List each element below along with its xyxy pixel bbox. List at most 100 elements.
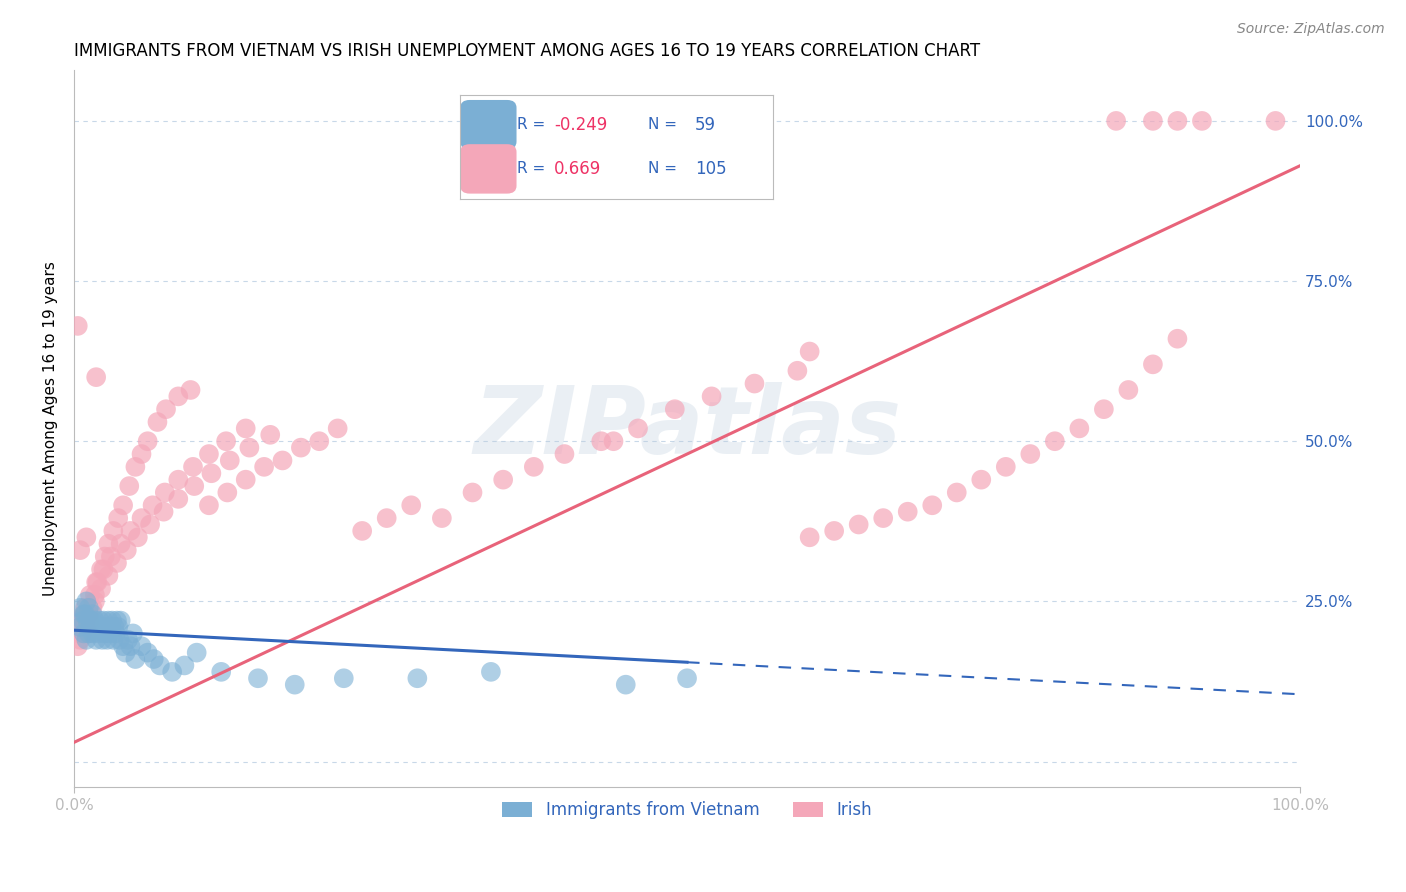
Point [69,632,91,647]
Point [108,632,131,647]
Point [173,658,195,673]
Point [127,530,149,544]
Point [553,447,575,461]
Point [124,459,146,474]
Point [118,479,141,493]
Point [93,626,115,640]
Point [77,600,100,615]
Point [1118,383,1140,397]
Point [181,459,204,474]
Point [1166,332,1188,346]
Point [430,511,453,525]
Point [1092,402,1115,417]
Point [83,620,105,634]
Point [66,614,89,628]
Point [89,614,111,628]
Point [799,344,821,359]
Point [209,665,232,679]
Point [75,600,97,615]
Point [142,652,165,666]
Point [131,511,153,525]
Point [96,632,118,647]
Point [872,511,894,525]
Point [100,620,122,634]
Point [105,556,128,570]
Point [94,620,117,634]
Point [84,588,107,602]
Point [136,646,159,660]
Point [110,537,132,551]
Point [1166,114,1188,128]
Point [70,614,93,628]
Point [186,646,208,660]
Point [352,524,374,538]
Point [70,614,93,628]
Point [664,402,686,417]
Point [69,543,91,558]
Point [80,614,103,628]
Point [676,671,699,685]
Point [333,671,356,685]
Point [66,318,89,333]
Point [122,626,145,640]
Point [308,434,330,449]
Point [479,665,502,679]
Point [100,549,122,564]
Point [84,594,107,608]
Point [110,614,132,628]
Point [614,678,637,692]
Point [167,473,190,487]
Point [69,620,91,634]
Point [290,441,312,455]
Point [142,498,165,512]
Point [602,434,624,449]
Point [945,485,967,500]
Point [1069,421,1091,435]
Point [75,620,97,634]
Point [86,575,108,590]
Point [994,459,1017,474]
Point [523,459,546,474]
Point [75,632,97,647]
Point [101,614,124,628]
Point [84,575,107,590]
Point [970,473,993,487]
Point [75,614,97,628]
Point [238,441,260,455]
Point [160,665,183,679]
Point [215,434,238,449]
Point [246,671,269,685]
Point [146,415,169,429]
Text: IMMIGRANTS FROM VIETNAM VS IRISH UNEMPLOYMENT AMONG AGES 16 TO 19 YEARS CORRELAT: IMMIGRANTS FROM VIETNAM VS IRISH UNEMPLO… [75,42,980,60]
Point [627,421,650,435]
Point [799,530,821,544]
Point [79,620,101,634]
Point [461,485,484,500]
Point [98,626,121,640]
Point [744,376,766,391]
Point [139,517,162,532]
Point [198,498,221,512]
Point [1105,114,1128,128]
Point [73,607,96,622]
Point [91,632,114,647]
Point [235,421,257,435]
Point [107,511,129,525]
Point [104,626,127,640]
Point [284,678,307,692]
Point [823,524,845,538]
Point [131,447,153,461]
Point [97,568,120,582]
Point [77,626,100,640]
Point [79,614,101,628]
Point [103,620,125,634]
Point [72,626,94,640]
Point [921,498,943,512]
Point [848,517,870,532]
Point [112,498,135,512]
Point [82,607,104,622]
Point [75,530,97,544]
Point [218,453,240,467]
Point [406,671,429,685]
Point [86,620,108,634]
